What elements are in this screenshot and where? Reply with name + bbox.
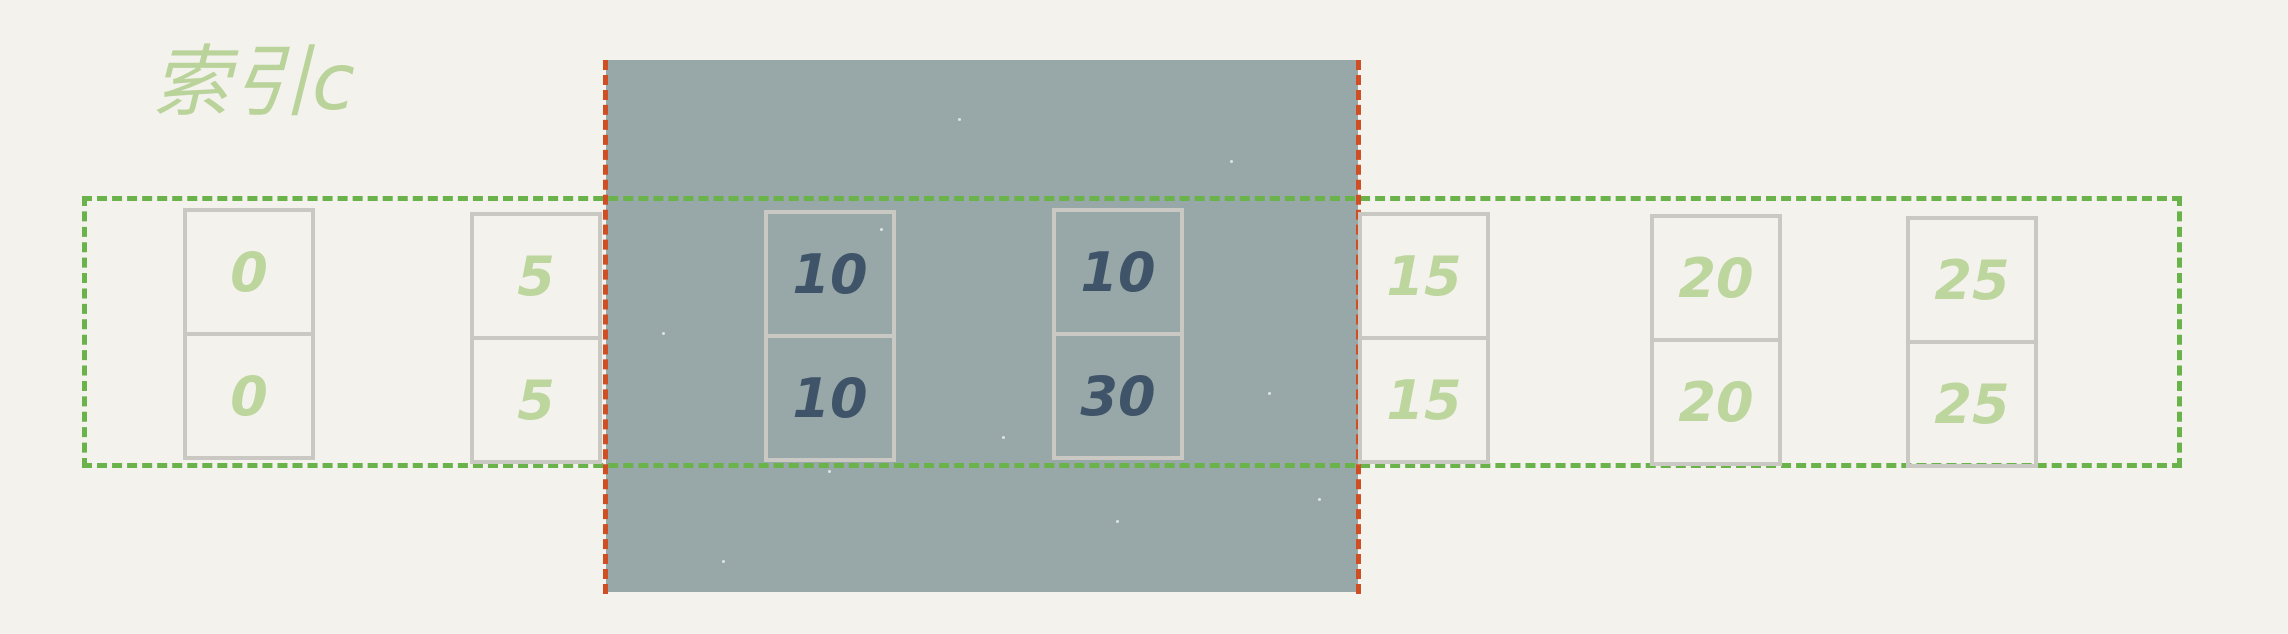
- record-c-value: 0: [187, 212, 311, 336]
- record-id-value: 10: [792, 366, 868, 430]
- texture-speck: [1318, 498, 1321, 501]
- record-c-value: 10: [768, 214, 892, 338]
- texture-speck: [958, 118, 961, 121]
- record-id-value: 5: [517, 368, 555, 432]
- texture-speck: [828, 470, 831, 473]
- index-record-4: 10 30: [1052, 208, 1184, 460]
- record-id-value: 30: [1080, 364, 1156, 428]
- index-record-2: 5 5: [470, 212, 602, 464]
- texture-speck: [880, 228, 883, 231]
- record-id-value: 15: [1386, 368, 1462, 432]
- index-record-1: 0 0: [183, 208, 315, 460]
- index-scan-range-border: [82, 196, 2182, 468]
- texture-speck: [1268, 392, 1271, 395]
- index-record-3: 10 10: [764, 210, 896, 462]
- index-record-7: 25 25: [1906, 216, 2038, 468]
- record-id-value: 20: [1678, 370, 1754, 434]
- record-c-value: 5: [474, 216, 598, 340]
- record-c-value: 20: [1654, 218, 1778, 342]
- texture-speck: [722, 560, 725, 563]
- lock-range-left-edge: [603, 60, 608, 594]
- record-id-value: 25: [1934, 372, 2010, 436]
- record-c-value: 10: [1056, 212, 1180, 336]
- texture-speck: [1002, 436, 1005, 439]
- texture-speck: [1230, 160, 1233, 163]
- texture-speck: [662, 332, 665, 335]
- locked-range-region: [606, 60, 1358, 592]
- index-record-6: 20 20: [1650, 214, 1782, 466]
- record-c-value: 25: [1910, 220, 2034, 344]
- record-id-value: 0: [230, 364, 268, 428]
- index-record-5: 15 15: [1358, 212, 1490, 464]
- texture-speck: [1116, 520, 1119, 523]
- diagram-title: 索引c: [152, 38, 357, 128]
- record-c-value: 15: [1362, 216, 1486, 340]
